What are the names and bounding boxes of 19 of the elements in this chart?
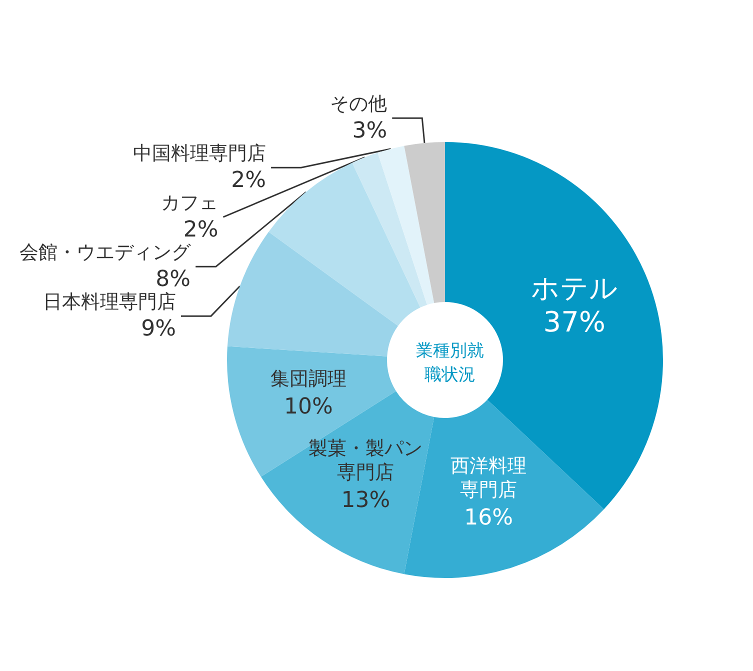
text: 業種別就職状況 (416, 341, 484, 385)
data-label: 13% (341, 488, 390, 514)
slice-label: 製菓・製パン専門店 (308, 438, 423, 484)
data-label: 9% (141, 316, 176, 342)
slice-label: 会館・ウエディング (20, 242, 192, 264)
slice-label: その他 (330, 93, 388, 116)
data-label: 10% (284, 394, 333, 420)
data-label: 16% (464, 506, 514, 531)
data-label: 37% (543, 306, 606, 338)
slice-label: カフェ (161, 192, 218, 214)
data-label: 2% (231, 168, 266, 194)
data-label: 2% (183, 218, 218, 243)
slice-label: 西洋料理専門店 (450, 455, 527, 502)
slice-label: 日本料理専門店 (42, 291, 176, 314)
data-label: 3% (352, 118, 388, 144)
data-label: 8% (156, 267, 191, 292)
slice-label: 中国料理専門店 (133, 142, 266, 165)
slice-label: ホテル (530, 272, 618, 304)
slice-label: 集団調理 (270, 368, 346, 390)
